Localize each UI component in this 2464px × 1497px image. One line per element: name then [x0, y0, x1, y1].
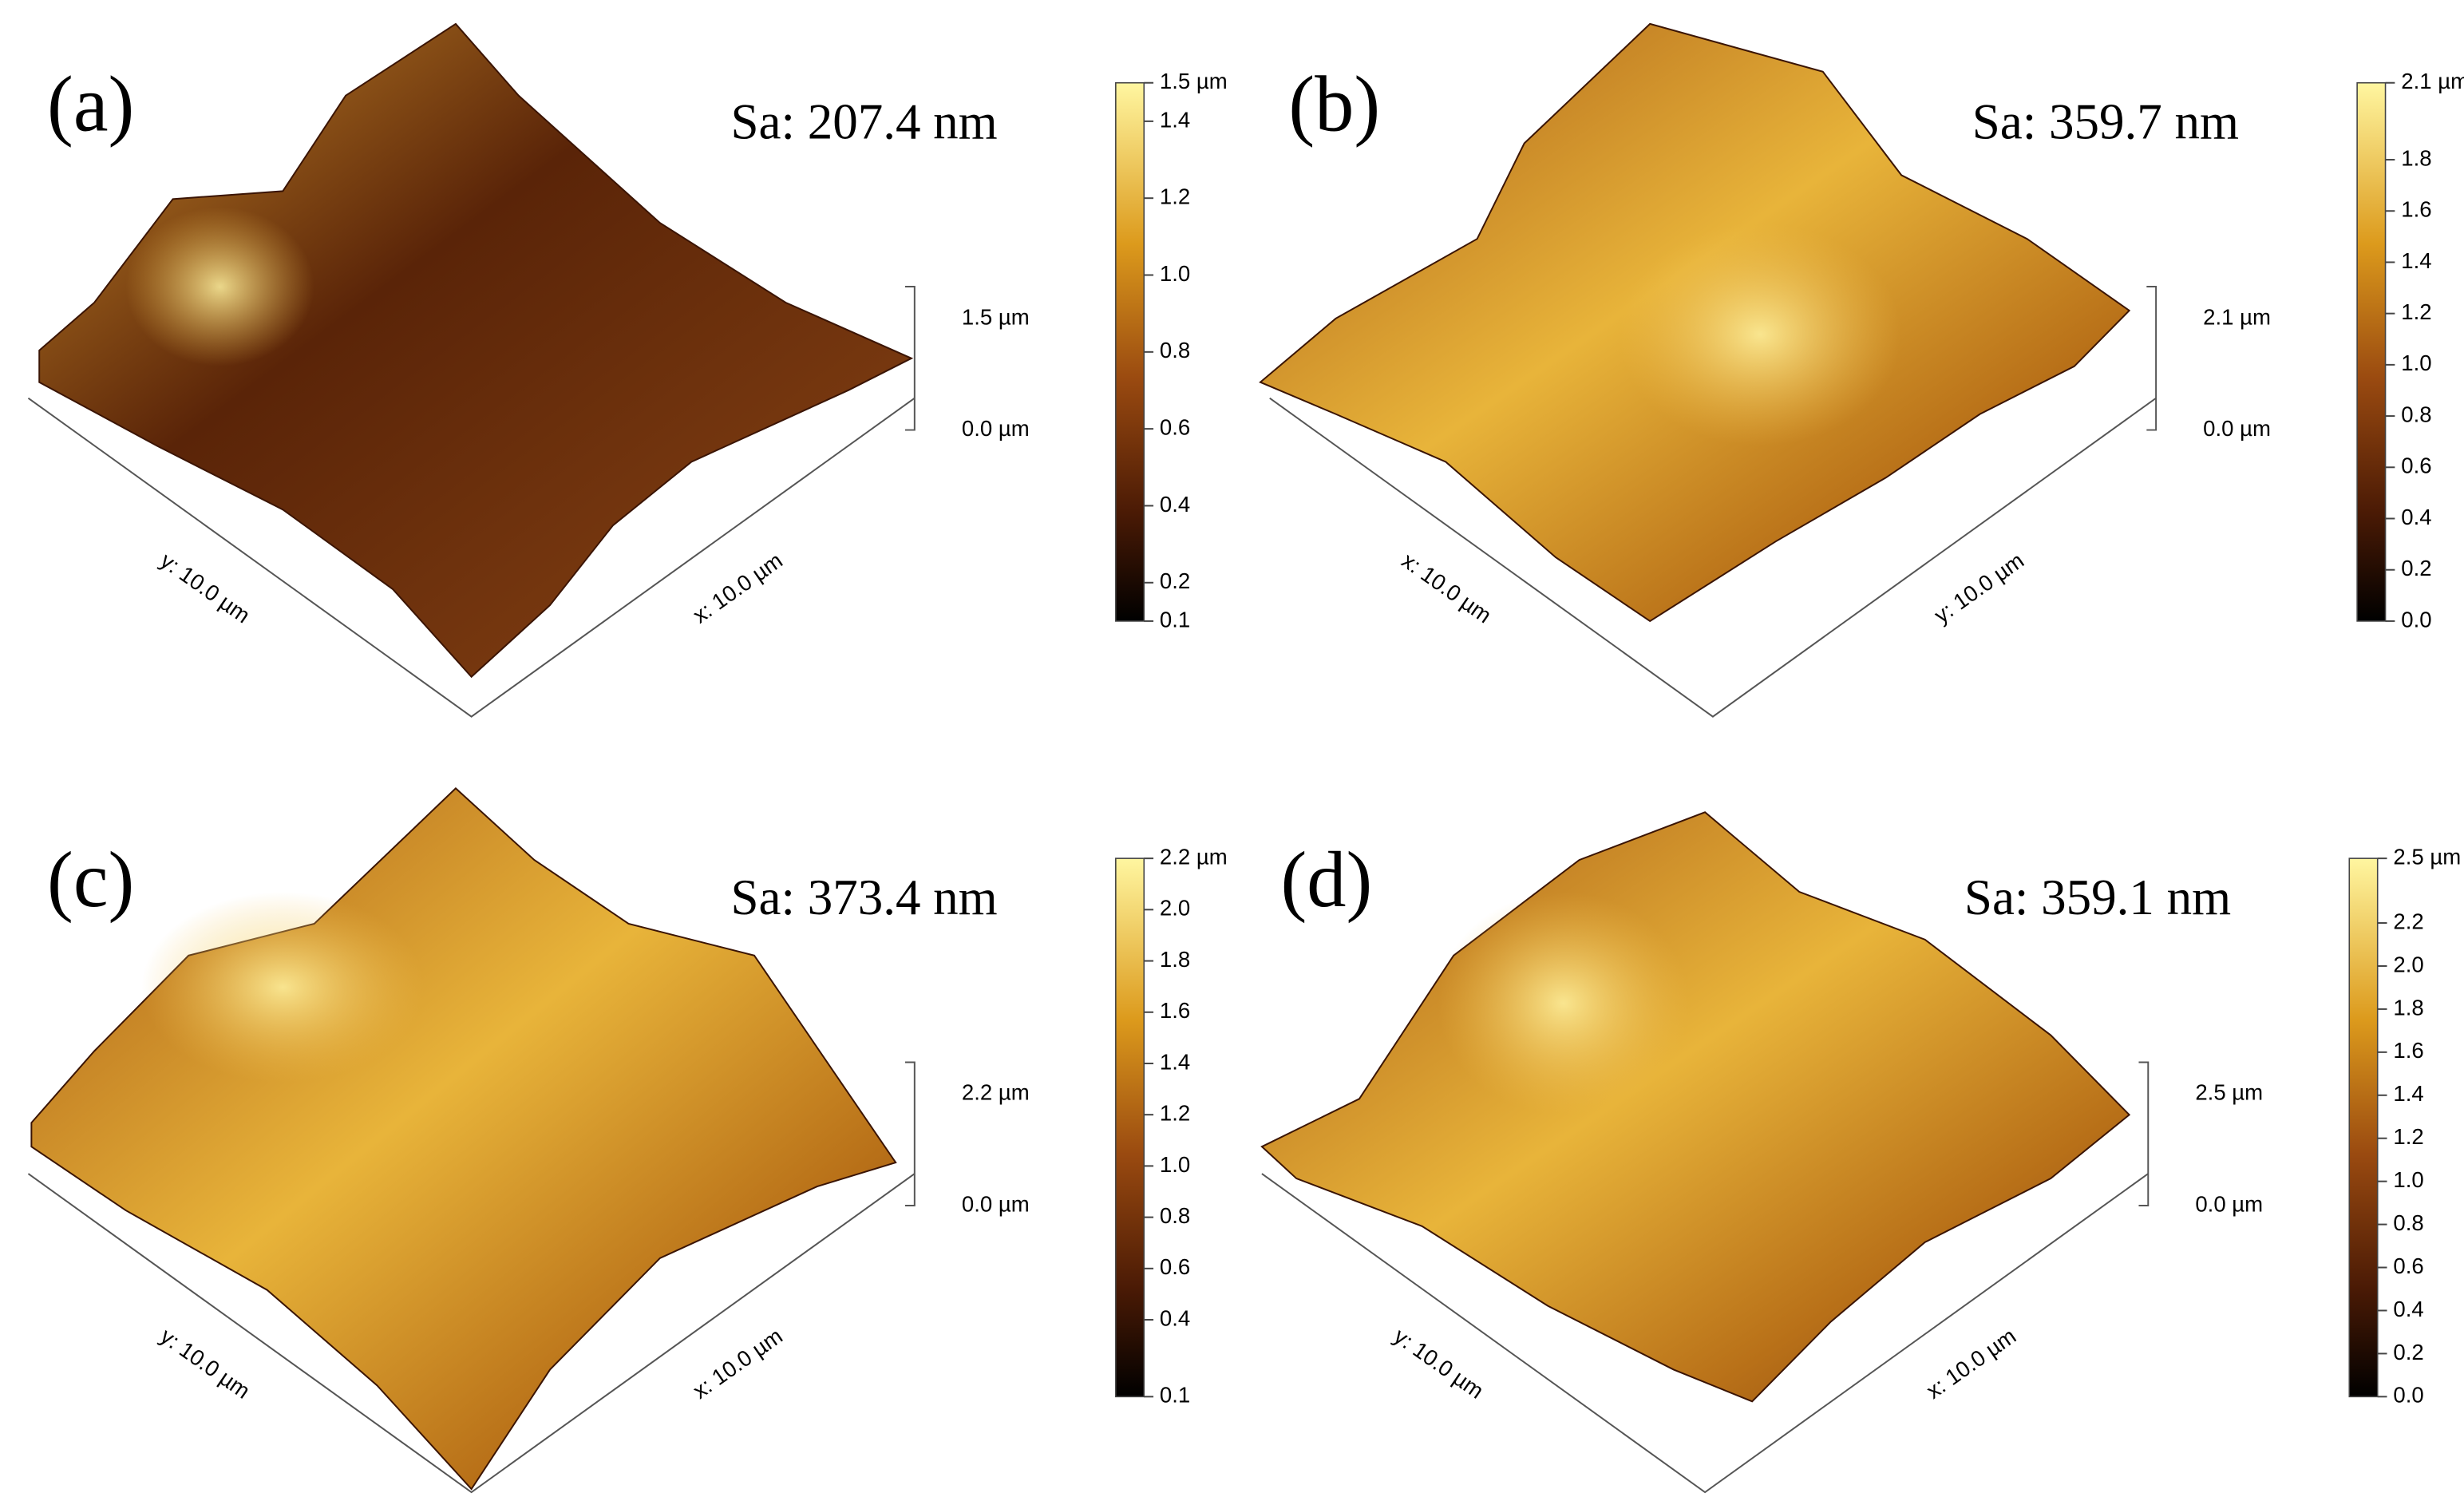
afm-panel: 1.5 µm 0.0 µm y: 10.0 µm x: 10.0 µm (a) Sa: 2… — [27, 22, 1228, 718]
z-top-label: 2.5 µm — [2195, 1080, 2263, 1105]
left-axis-label: y: 10.0 µm — [156, 1323, 254, 1404]
panel-label: (d) — [1281, 836, 1373, 924]
colorbar-tick-label: 1.4 — [1160, 107, 1190, 132]
panel-label: (c) — [47, 836, 134, 924]
colorbar-tick-label: 1.4 — [1160, 1049, 1190, 1074]
panel-label: (a) — [47, 61, 134, 149]
left-axis-label: x: 10.0 µm — [1398, 548, 1496, 628]
colorbar-tick-label: 1.2 — [2393, 1124, 2423, 1149]
colorbar-tick-label: 0.8 — [1160, 1203, 1190, 1228]
colorbar-tick-label: 1.4 — [2401, 248, 2431, 273]
colorbar-tick-label: 0.8 — [2401, 402, 2431, 426]
colorbar-tick-label: 0.6 — [2401, 453, 2431, 478]
roughness-label: Sa: 359.7 nm — [1972, 93, 2239, 149]
afm-surface — [1259, 22, 2131, 623]
panel-label: (b) — [1288, 61, 1380, 149]
base-axes — [1269, 397, 2157, 718]
colorbar-tick-label: 0.2 — [2401, 556, 2431, 580]
colorbar-tick-label: 1.6 — [1160, 998, 1190, 1023]
colorbar-tick-label: 1.2 — [1160, 1100, 1190, 1125]
colorbar-tick-label: 1.6 — [2393, 1038, 2423, 1063]
z-axis — [2146, 286, 2157, 431]
colorbar-tick-label: 1.0 — [1160, 261, 1190, 286]
z-top-label: 1.5 µm — [962, 304, 1030, 329]
afm-panel: 2.5 µm 0.0 µm y: 10.0 µm x: 10.0 µm (d) Sa: 3… — [1260, 811, 2461, 1494]
colorbar-tick-label: 1.2 — [2401, 299, 2431, 324]
z-bottom-label: 0.0 µm — [962, 1191, 1030, 1216]
colorbar-tick-label: 0.6 — [1160, 1254, 1190, 1279]
colorbar-tick-label: 1.8 — [1160, 947, 1190, 972]
z-axis — [905, 286, 916, 431]
colorbar-top-label: 2.5 µm — [2393, 844, 2461, 869]
colorbar-tick-label: 2.0 — [1160, 896, 1190, 921]
left-axis-label: y: 10.0 µm — [156, 548, 254, 628]
base-axes — [27, 1173, 916, 1494]
colorbar-tick-label: 0.1 — [1160, 607, 1190, 632]
z-top-label: 2.1 µm — [2203, 304, 2271, 329]
colorbar — [1115, 857, 1145, 1398]
right-axis-label: x: 10.0 µm — [1922, 1323, 2020, 1404]
colorbar-tick-label: 0.4 — [1160, 492, 1190, 517]
right-axis-label: x: 10.0 µm — [688, 548, 786, 628]
base-axes — [27, 397, 916, 718]
surface-highlight — [141, 892, 425, 1083]
colorbar-tick-label: 0.8 — [2393, 1210, 2423, 1235]
colorbar-tick-label: 1.0 — [2393, 1167, 2423, 1192]
z-axis — [905, 1061, 916, 1206]
colorbar — [2348, 857, 2379, 1398]
colorbar-top-label: 2.1 µm — [2401, 69, 2464, 93]
z-bottom-label: 0.0 µm — [962, 416, 1030, 441]
colorbar-tick-label: 1.0 — [2401, 350, 2431, 375]
afm-panel: 2.2 µm 0.0 µm y: 10.0 µm x: 10.0 µm (c) Sa: 3… — [27, 787, 1228, 1494]
surface-shape — [38, 22, 914, 679]
colorbar-tick-label: 1.8 — [2393, 995, 2423, 1020]
left-axis-label: y: 10.0 µm — [1390, 1323, 1488, 1404]
roughness-label: Sa: 207.4 nm — [730, 93, 997, 149]
afm-surface — [38, 22, 914, 679]
colorbar-tick-label: 0.6 — [1160, 414, 1190, 439]
colorbar-tick-label: 0.2 — [1160, 568, 1190, 593]
colorbar-tick-label: 0.4 — [2393, 1297, 2423, 1321]
colorbar-tick-label: 0.8 — [1160, 338, 1190, 362]
colorbar-tick-label: 0.0 — [2401, 607, 2431, 632]
colorbar-tick-label: 2.0 — [2393, 952, 2423, 976]
colorbar-tick-label: 0.4 — [1160, 1305, 1190, 1330]
colorbar-tick-label: 1.4 — [2393, 1081, 2423, 1106]
colorbar — [1115, 81, 1145, 622]
z-axis — [2138, 1061, 2150, 1206]
colorbar-tick-label: 1.6 — [2401, 196, 2431, 221]
colorbar-tick-label: 0.1 — [1160, 1383, 1190, 1408]
colorbar-tick-label: 1.0 — [1160, 1152, 1190, 1177]
surface-highlight — [1438, 892, 1690, 1115]
right-axis-label: y: 10.0 µm — [1930, 548, 2028, 628]
colorbar-tick-label: 0.4 — [2401, 505, 2431, 529]
surface-highlight — [125, 207, 314, 366]
afm-surface — [30, 787, 897, 1491]
right-axis-label: x: 10.0 µm — [688, 1323, 786, 1404]
colorbar-tick-label: 1.2 — [1160, 184, 1190, 208]
colorbar-top-label: 2.2 µm — [1160, 844, 1228, 869]
surface-highlight — [1618, 223, 1902, 446]
colorbar — [2356, 81, 2387, 622]
z-bottom-label: 0.0 µm — [2195, 1191, 2263, 1216]
colorbar-tick-label: 0.2 — [2393, 1340, 2423, 1364]
colorbar-top-label: 1.5 µm — [1160, 69, 1228, 93]
colorbar-tick-label: 2.2 — [2393, 909, 2423, 933]
roughness-label: Sa: 359.1 nm — [1964, 869, 2231, 925]
base-axes — [1261, 1173, 2149, 1494]
afm-surface — [1260, 811, 2131, 1403]
z-bottom-label: 0.0 µm — [2203, 416, 2271, 441]
afm-panel: 2.1 µm 0.0 µm x: 10.0 µm y: 10.0 µm (b) Sa: 3… — [1259, 22, 2464, 718]
colorbar-tick-label: 1.8 — [2401, 145, 2431, 170]
colorbar-tick-label: 0.6 — [2393, 1253, 2423, 1278]
roughness-label: Sa: 373.4 nm — [730, 869, 997, 925]
z-top-label: 2.2 µm — [962, 1080, 1030, 1105]
colorbar-tick-label: 0.0 — [2393, 1383, 2423, 1408]
